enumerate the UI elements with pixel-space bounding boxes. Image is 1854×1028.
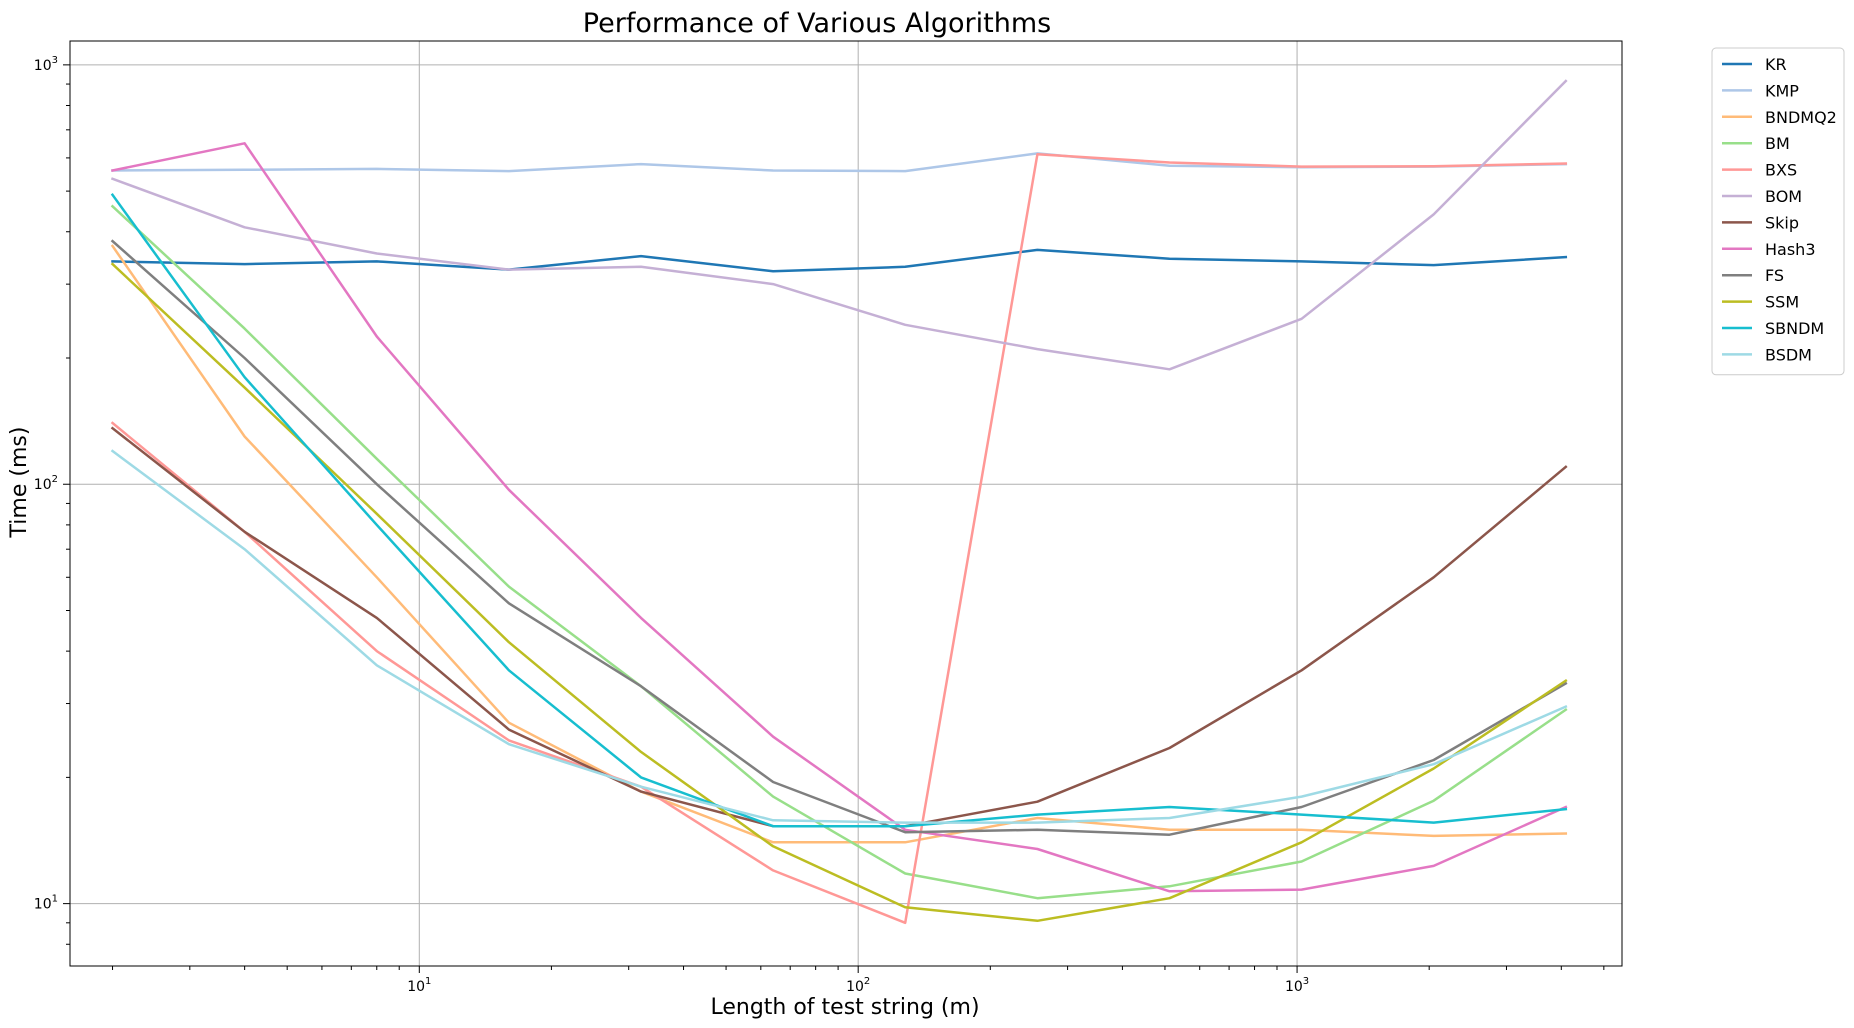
series-line-bm xyxy=(110,204,1568,900)
series-line-fs xyxy=(110,239,1568,836)
legend-label: FS xyxy=(1765,266,1784,285)
legend-box xyxy=(1711,47,1845,376)
x-axis-label: Length of test string (m) xyxy=(710,995,979,1020)
x-tick-label: 103 xyxy=(1285,976,1309,995)
series-line-kr xyxy=(111,248,1568,273)
legend-label: Skip xyxy=(1765,213,1799,232)
series-layer xyxy=(110,79,1568,925)
legend-label: SBNDM xyxy=(1765,319,1824,338)
y-axis-label: Time (ms) xyxy=(7,427,32,539)
legend-label: SSM xyxy=(1765,293,1799,312)
series-line-bsdm xyxy=(110,449,1568,824)
series-line-sbndm xyxy=(110,193,1568,828)
x-axis-ticks: 101 102 103 xyxy=(112,966,1605,995)
chart-title: Performance of Various Algorithms xyxy=(583,8,1051,39)
legend-label: KR xyxy=(1765,55,1787,74)
grid xyxy=(70,41,1622,966)
series-line-bom xyxy=(110,79,1568,371)
y-tick-label: 102 xyxy=(34,474,58,493)
legend-label: BNDMQ2 xyxy=(1765,108,1837,127)
legend-label: BSDM xyxy=(1765,345,1812,364)
series-line-bxs xyxy=(110,153,1568,925)
series-line-ssm xyxy=(110,262,1568,923)
series-line-kmp xyxy=(111,152,1568,173)
series-line-hash3 xyxy=(111,142,1568,893)
y-axis-ticks: 101 102 103 xyxy=(34,55,70,945)
y-tick-label: 103 xyxy=(34,55,58,74)
x-tick-label: 102 xyxy=(846,976,870,995)
series-line-bndmq2 xyxy=(110,244,1568,844)
legend-label: BM xyxy=(1765,134,1790,153)
legend: KR KMP BNDMQ2 BM BXS BOM Skip Hash3 FS SSM SBNDM BS… xyxy=(1711,47,1845,376)
legend-label: BXS xyxy=(1765,161,1797,180)
y-tick-label: 101 xyxy=(34,894,58,913)
x-tick-label: 101 xyxy=(407,976,431,995)
legend-label: Hash3 xyxy=(1765,240,1816,259)
series-line-skip xyxy=(110,426,1568,828)
legend-label: KMP xyxy=(1765,81,1799,100)
legend-label: BOM xyxy=(1765,187,1802,206)
